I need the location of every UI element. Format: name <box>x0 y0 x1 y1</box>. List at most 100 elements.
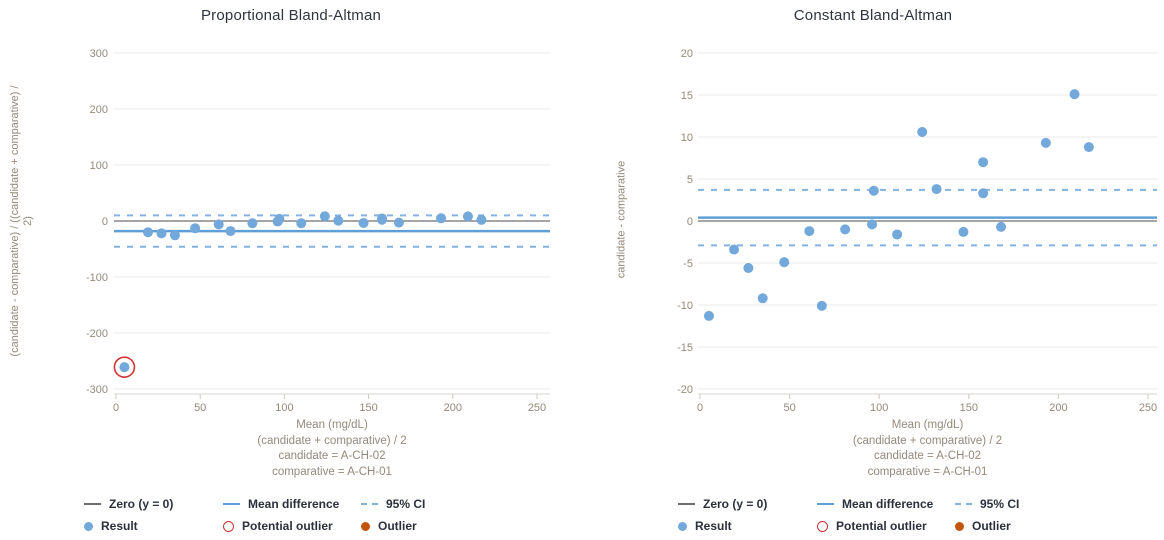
data-point[interactable] <box>978 157 989 168</box>
data-point[interactable] <box>804 226 815 237</box>
y-tick-label: 300 <box>90 48 108 60</box>
y-tick-label: 10 <box>681 132 693 144</box>
y-tick-label: 15 <box>681 90 693 102</box>
data-point[interactable] <box>840 224 851 235</box>
outlier-dot-icon <box>361 521 370 531</box>
chart-title-proportional: Proportional Bland-Altman <box>200 7 382 24</box>
data-point[interactable] <box>1040 137 1051 148</box>
data-point[interactable] <box>996 221 1007 232</box>
legend-constant: Zero (y = 0) Mean difference 95% CI Resu… <box>678 493 1019 537</box>
y-tick-label: 20 <box>681 48 693 60</box>
chart-title-constant: Constant Bland-Altman <box>793 7 953 24</box>
y-tick-label: 0 <box>687 216 693 228</box>
data-point[interactable] <box>213 219 224 230</box>
x-tick-label: 100 <box>275 402 293 414</box>
y-tick-label: 100 <box>90 160 108 172</box>
legend-item-zero[interactable]: Zero (y = 0) <box>84 497 223 511</box>
legend-proportional: Zero (y = 0) Mean difference 95% CI Resu… <box>84 493 425 537</box>
x-tick-label: 250 <box>1139 402 1157 414</box>
data-point[interactable] <box>867 219 878 230</box>
data-point[interactable] <box>319 211 330 222</box>
plot-area-proportional: 0 50 100 150 200 250 300 200 100 0 -100 -200 -300 <box>86 48 550 414</box>
legend-item-result[interactable]: Result <box>84 519 223 533</box>
legend-item-outlier[interactable]: Outlier <box>955 519 1019 533</box>
y-tick-label: -20 <box>677 384 693 396</box>
data-point[interactable] <box>892 229 903 240</box>
y-tick-label: -5 <box>683 258 693 270</box>
legend-item-zero[interactable]: Zero (y = 0) <box>678 497 817 511</box>
data-point[interactable] <box>142 227 153 238</box>
mean-line-icon <box>223 503 240 505</box>
potential-outlier-ring-icon <box>223 520 234 532</box>
potential-outlier-ring-icon <box>817 520 828 532</box>
zero-line-icon <box>84 503 101 505</box>
data-point[interactable] <box>978 188 989 199</box>
data-point[interactable] <box>757 293 768 304</box>
data-point[interactable] <box>190 223 201 234</box>
data-point[interactable] <box>436 213 447 224</box>
x-axis-title-constant: Mean (mg/dL) (candidate + comparative) /… <box>852 419 1003 478</box>
data-point[interactable] <box>462 211 473 222</box>
legend-item-potential-outlier[interactable]: Potential outlier <box>223 519 361 533</box>
legend-item-95ci[interactable]: 95% CI <box>955 497 1019 511</box>
legend-item-result[interactable]: Result <box>678 519 817 533</box>
x-tick-label: 150 <box>960 402 978 414</box>
ci-dashed-line-icon <box>955 503 972 505</box>
data-point[interactable] <box>931 184 942 195</box>
data-point[interactable] <box>358 217 369 228</box>
mean-line-icon <box>817 503 834 505</box>
legend-item-95ci[interactable]: 95% CI <box>361 497 425 511</box>
y-tick-label: -15 <box>677 342 693 354</box>
x-tick-label: 100 <box>870 402 888 414</box>
data-point[interactable] <box>779 257 790 268</box>
outlier-dot-icon <box>955 521 964 531</box>
x-tick-label: 200 <box>1049 402 1067 414</box>
data-point[interactable] <box>743 263 754 274</box>
data-point[interactable] <box>917 126 928 137</box>
zero-line-icon <box>678 503 695 505</box>
y-tick-label: 5 <box>687 174 693 186</box>
data-point[interactable] <box>274 213 285 224</box>
y-tick-label: -10 <box>677 300 693 312</box>
x-tick-label: 0 <box>113 402 119 414</box>
data-point[interactable] <box>156 228 167 239</box>
y-tick-label: 0 <box>102 216 108 228</box>
data-point[interactable] <box>729 244 740 255</box>
constant-bland-altman-chart: Constant Bland-Altman candidate - compar… <box>582 0 1164 540</box>
data-point[interactable] <box>393 217 404 228</box>
x-tick-label: 0 <box>697 402 703 414</box>
data-point[interactable] <box>958 226 969 237</box>
legend-item-mean-difference[interactable]: Mean difference <box>817 497 955 511</box>
x-tick-label: 200 <box>444 402 462 414</box>
legend-item-mean-difference[interactable]: Mean difference <box>223 497 361 511</box>
ci-dashed-line-icon <box>361 503 378 505</box>
data-point[interactable] <box>169 230 180 241</box>
result-dot-icon <box>84 521 93 531</box>
legend-item-potential-outlier[interactable]: Potential outlier <box>817 519 955 533</box>
x-tick-label: 50 <box>783 402 795 414</box>
data-point[interactable] <box>247 218 258 229</box>
data-point[interactable] <box>377 213 388 224</box>
data-point[interactable] <box>333 215 344 226</box>
y-tick-label: -100 <box>86 272 108 284</box>
proportional-bland-altman-chart: Proportional Bland-Altman (candidate - c… <box>9 7 550 537</box>
potential-outlier-ring <box>113 356 136 378</box>
data-point[interactable] <box>703 310 714 321</box>
y-tick-label: 200 <box>90 104 108 116</box>
data-point[interactable] <box>225 226 236 237</box>
data-point[interactable] <box>868 185 879 196</box>
x-tick-label: 250 <box>528 402 546 414</box>
data-point[interactable] <box>1069 89 1080 100</box>
x-tick-label: 50 <box>194 402 206 414</box>
data-point[interactable] <box>296 218 307 229</box>
data-point[interactable] <box>1083 142 1094 153</box>
result-dot-icon <box>678 521 687 531</box>
data-point[interactable] <box>476 214 487 225</box>
x-tick-label: 150 <box>359 402 377 414</box>
x-axis-title-proportional: Mean (mg/dL) (candidate + comparative) /… <box>257 419 407 478</box>
legend-item-outlier[interactable]: Outlier <box>361 519 425 533</box>
data-point[interactable] <box>816 300 827 311</box>
data-point[interactable] <box>119 362 130 373</box>
